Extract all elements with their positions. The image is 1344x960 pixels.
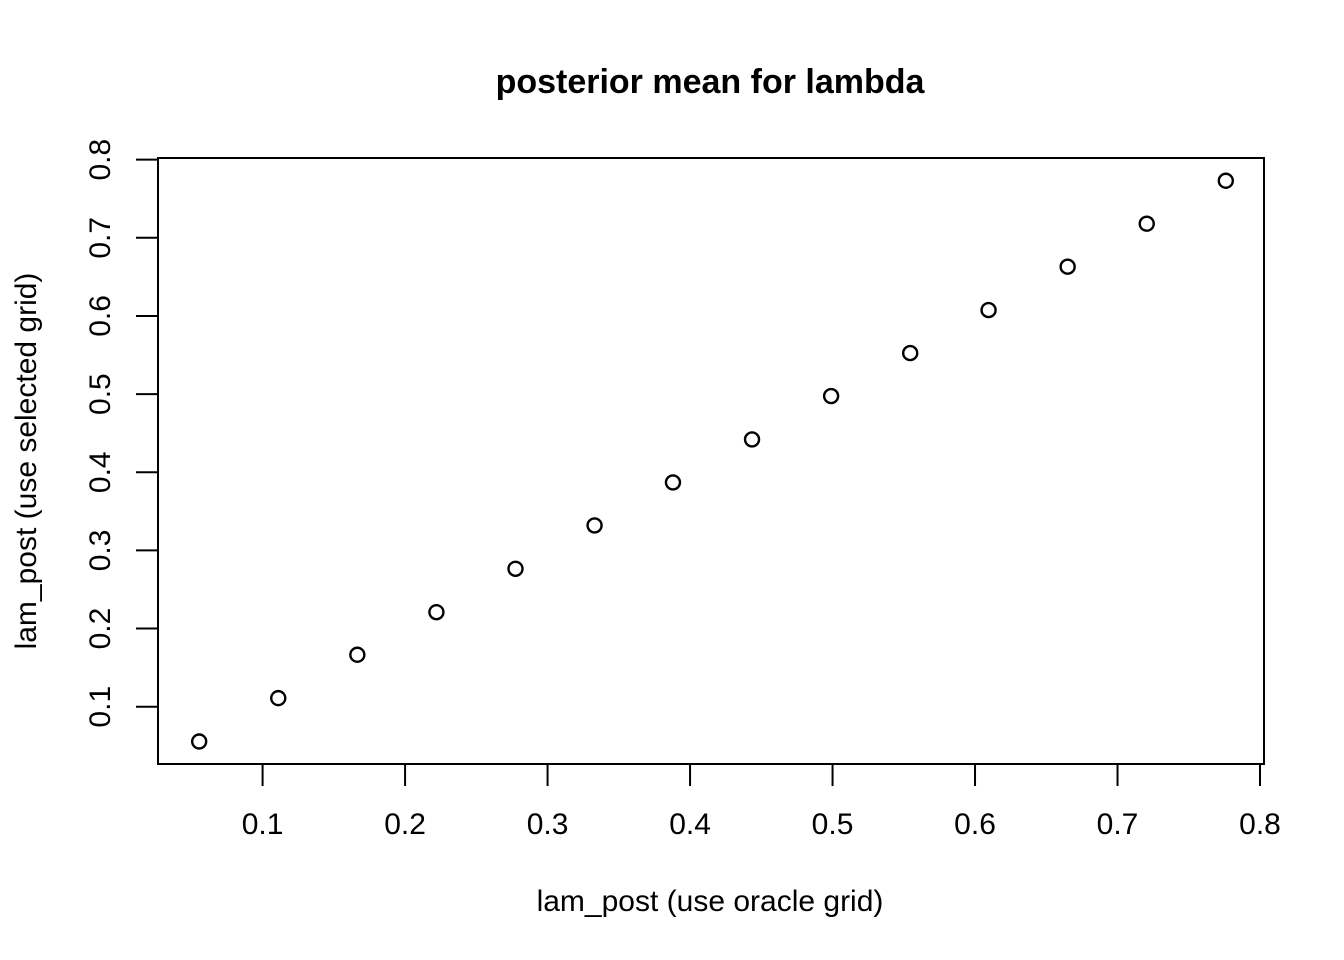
y-tick-label: 0.6: [84, 295, 117, 337]
x-tick-label: 0.7: [1097, 808, 1139, 841]
x-tick-label: 0.8: [1239, 808, 1281, 841]
data-point: [428, 603, 445, 621]
data-point: [664, 474, 682, 491]
y-tick-label: 0.8: [84, 139, 117, 181]
y-tick-label: 0.5: [84, 373, 117, 415]
data-point: [586, 517, 603, 534]
data-point: [1138, 215, 1155, 232]
y-tick-label: 0.4: [84, 451, 117, 493]
data-point: [980, 301, 997, 319]
data-point: [822, 387, 840, 405]
y-axis-label: lam_post (use selected grid): [10, 273, 43, 650]
x-tick-label: 0.1: [242, 808, 284, 841]
y-tick-label: 0.7: [84, 217, 117, 259]
data-point: [190, 733, 208, 750]
y-tick-label: 0.3: [84, 530, 117, 572]
data-point: [270, 689, 287, 707]
data-point: [1059, 258, 1076, 275]
x-tick-label: 0.6: [954, 808, 996, 841]
data-point: [507, 560, 524, 577]
x-axis-label: lam_post (use oracle grid): [537, 885, 884, 918]
data-point: [1217, 172, 1235, 189]
data-point: [901, 344, 919, 362]
data-point: [743, 431, 761, 448]
data-point: [349, 646, 366, 663]
x-tick-label: 0.2: [384, 808, 426, 841]
x-tick-label: 0.5: [812, 808, 854, 841]
plot-frame: [157, 157, 1265, 765]
y-tick-label: 0.2: [84, 608, 117, 650]
x-tick-label: 0.3: [527, 808, 569, 841]
x-tick-label: 0.4: [669, 808, 711, 841]
data-points: [190, 172, 1235, 750]
y-axis-ticks: 0.1 0.2 0.3 0.4 0.5 0.6 0.7 0.8: [84, 139, 158, 728]
chart-title: posterior mean for lambda: [496, 63, 926, 101]
x-axis-ticks: 0.1 0.2 0.3 0.4 0.5 0.6 0.7 0.8: [242, 764, 1281, 841]
y-tick-label: 0.1: [84, 686, 117, 728]
